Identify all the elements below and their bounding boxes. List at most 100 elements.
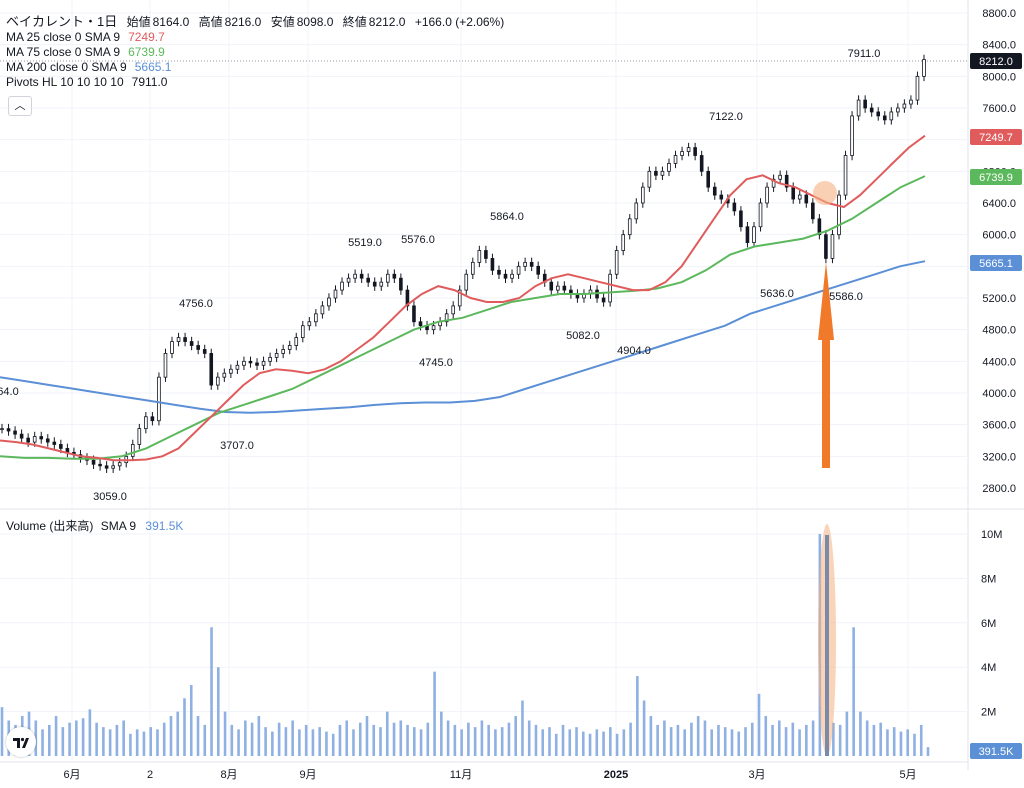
price-badge	[970, 169, 1022, 185]
volume-bar	[642, 700, 646, 756]
candle-body	[464, 273, 469, 291]
volume-bar	[135, 729, 139, 756]
candle-body	[549, 281, 554, 291]
candle-body	[300, 325, 305, 338]
volume-bar	[460, 729, 463, 756]
candle-body	[274, 353, 279, 358]
volume-bar	[237, 729, 240, 756]
pivot-label: 4756.0	[179, 298, 213, 310]
volume-bar	[257, 716, 261, 756]
volume-bar	[609, 727, 612, 756]
volume-bar	[494, 729, 497, 756]
time-axis: 6月 2 8月 9月 11月 2025 3月 5月	[63, 769, 916, 781]
candle-body	[811, 202, 815, 220]
pivot-label: 5576.0	[401, 234, 435, 246]
candle-body	[490, 258, 495, 271]
volume-bar	[838, 724, 842, 756]
indicator-ma75[interactable]: MA 75 close 0 SMA 9 6739.9	[6, 45, 504, 60]
close-value: 8212.0	[368, 15, 406, 29]
candle-body	[915, 75, 920, 101]
highlighted-volume-bar	[825, 535, 829, 756]
chevron-up-icon[interactable]: ︿	[8, 96, 32, 116]
candle-body	[497, 269, 501, 275]
volume-bar	[527, 720, 531, 756]
indicator-label: MA 25 close 0 SMA 9	[6, 30, 121, 44]
high-label: 高値	[198, 15, 223, 29]
volume-bar	[325, 731, 328, 756]
tradingview-logo-icon[interactable]	[6, 727, 36, 757]
candle-body	[340, 281, 344, 291]
price-tick-label: 8400.0	[982, 40, 1016, 52]
price-highlight-circle	[813, 181, 837, 205]
volume-bar	[852, 627, 855, 756]
volume-bar	[859, 711, 862, 756]
high-value: 8216.0	[224, 15, 262, 29]
candle-body	[353, 273, 357, 279]
ma200-line	[0, 260, 926, 414]
candle-body	[706, 170, 711, 188]
volume-badge	[970, 743, 1022, 759]
volume-bar	[744, 727, 747, 756]
candle-body	[399, 277, 403, 291]
candle-body	[444, 313, 449, 323]
candle-body	[26, 437, 30, 443]
volume-bar	[358, 722, 362, 756]
candle-body	[346, 277, 351, 283]
candle-body	[758, 202, 763, 228]
candle-body	[856, 99, 861, 117]
volume-bar	[832, 722, 835, 756]
price-badge-label: 6739.9	[979, 172, 1013, 184]
volume-bar	[595, 729, 599, 756]
volume-bar	[304, 724, 308, 756]
indicator-ma200[interactable]: MA 200 close 0 SMA 9 5665.1	[6, 60, 504, 75]
indicator-label: MA 75 close 0 SMA 9	[6, 45, 121, 59]
candle-body	[386, 273, 390, 283]
volume-bar	[926, 747, 930, 756]
volume-bar	[142, 731, 146, 756]
candle-body	[320, 305, 325, 315]
candle-body	[562, 285, 567, 291]
ma25-line	[0, 134, 926, 462]
symbol-title[interactable]: ベイカレント・1日	[6, 14, 118, 29]
candle-body	[837, 194, 841, 236]
volume-bar	[683, 729, 686, 756]
candle-body	[163, 353, 168, 378]
candle-body	[824, 234, 828, 259]
time-tick-label: 8月	[220, 769, 237, 781]
candle-body	[366, 277, 370, 283]
indicator-label: Pivots HL 10 10 10 10	[6, 75, 124, 89]
candle-body	[255, 362, 259, 366]
candle-body	[627, 218, 632, 236]
candle-body	[45, 438, 50, 443]
candle-body	[909, 99, 913, 105]
pivot-label: 3059.0	[93, 491, 127, 503]
volume-bar	[798, 729, 801, 756]
price-axis: 8800.08400.08000.07600.07200.06800.06400…	[970, 8, 1022, 759]
candle-body	[91, 459, 96, 465]
candle-body	[307, 321, 312, 327]
volume-bar	[656, 724, 659, 756]
price-badge	[970, 129, 1022, 145]
candle-body	[882, 115, 887, 121]
price-tick-label: 2800.0	[982, 483, 1016, 495]
candle-body	[739, 210, 743, 228]
indicator-value: 5665.1	[134, 60, 172, 74]
volume-bar	[48, 724, 51, 756]
candle-body	[39, 436, 44, 440]
volume-bar	[886, 729, 889, 756]
pivot-label: 64.0	[0, 386, 19, 398]
volume-bar	[717, 724, 720, 756]
candle-body	[634, 202, 639, 220]
price-badge	[970, 255, 1022, 271]
candle-body	[699, 155, 704, 172]
indicator-ma25[interactable]: MA 25 close 0 SMA 9 7249.7	[6, 30, 504, 45]
indicator-pivots[interactable]: Pivots HL 10 10 10 10 7911.0	[6, 75, 504, 90]
candle-body	[778, 174, 782, 180]
candle-body	[621, 234, 626, 251]
candle-body	[209, 353, 214, 386]
candle-body	[242, 360, 246, 366]
indicator-label: MA 200 close 0 SMA 9	[6, 60, 127, 74]
price-tick-label: 3600.0	[982, 420, 1016, 432]
candle-body	[196, 345, 200, 350]
